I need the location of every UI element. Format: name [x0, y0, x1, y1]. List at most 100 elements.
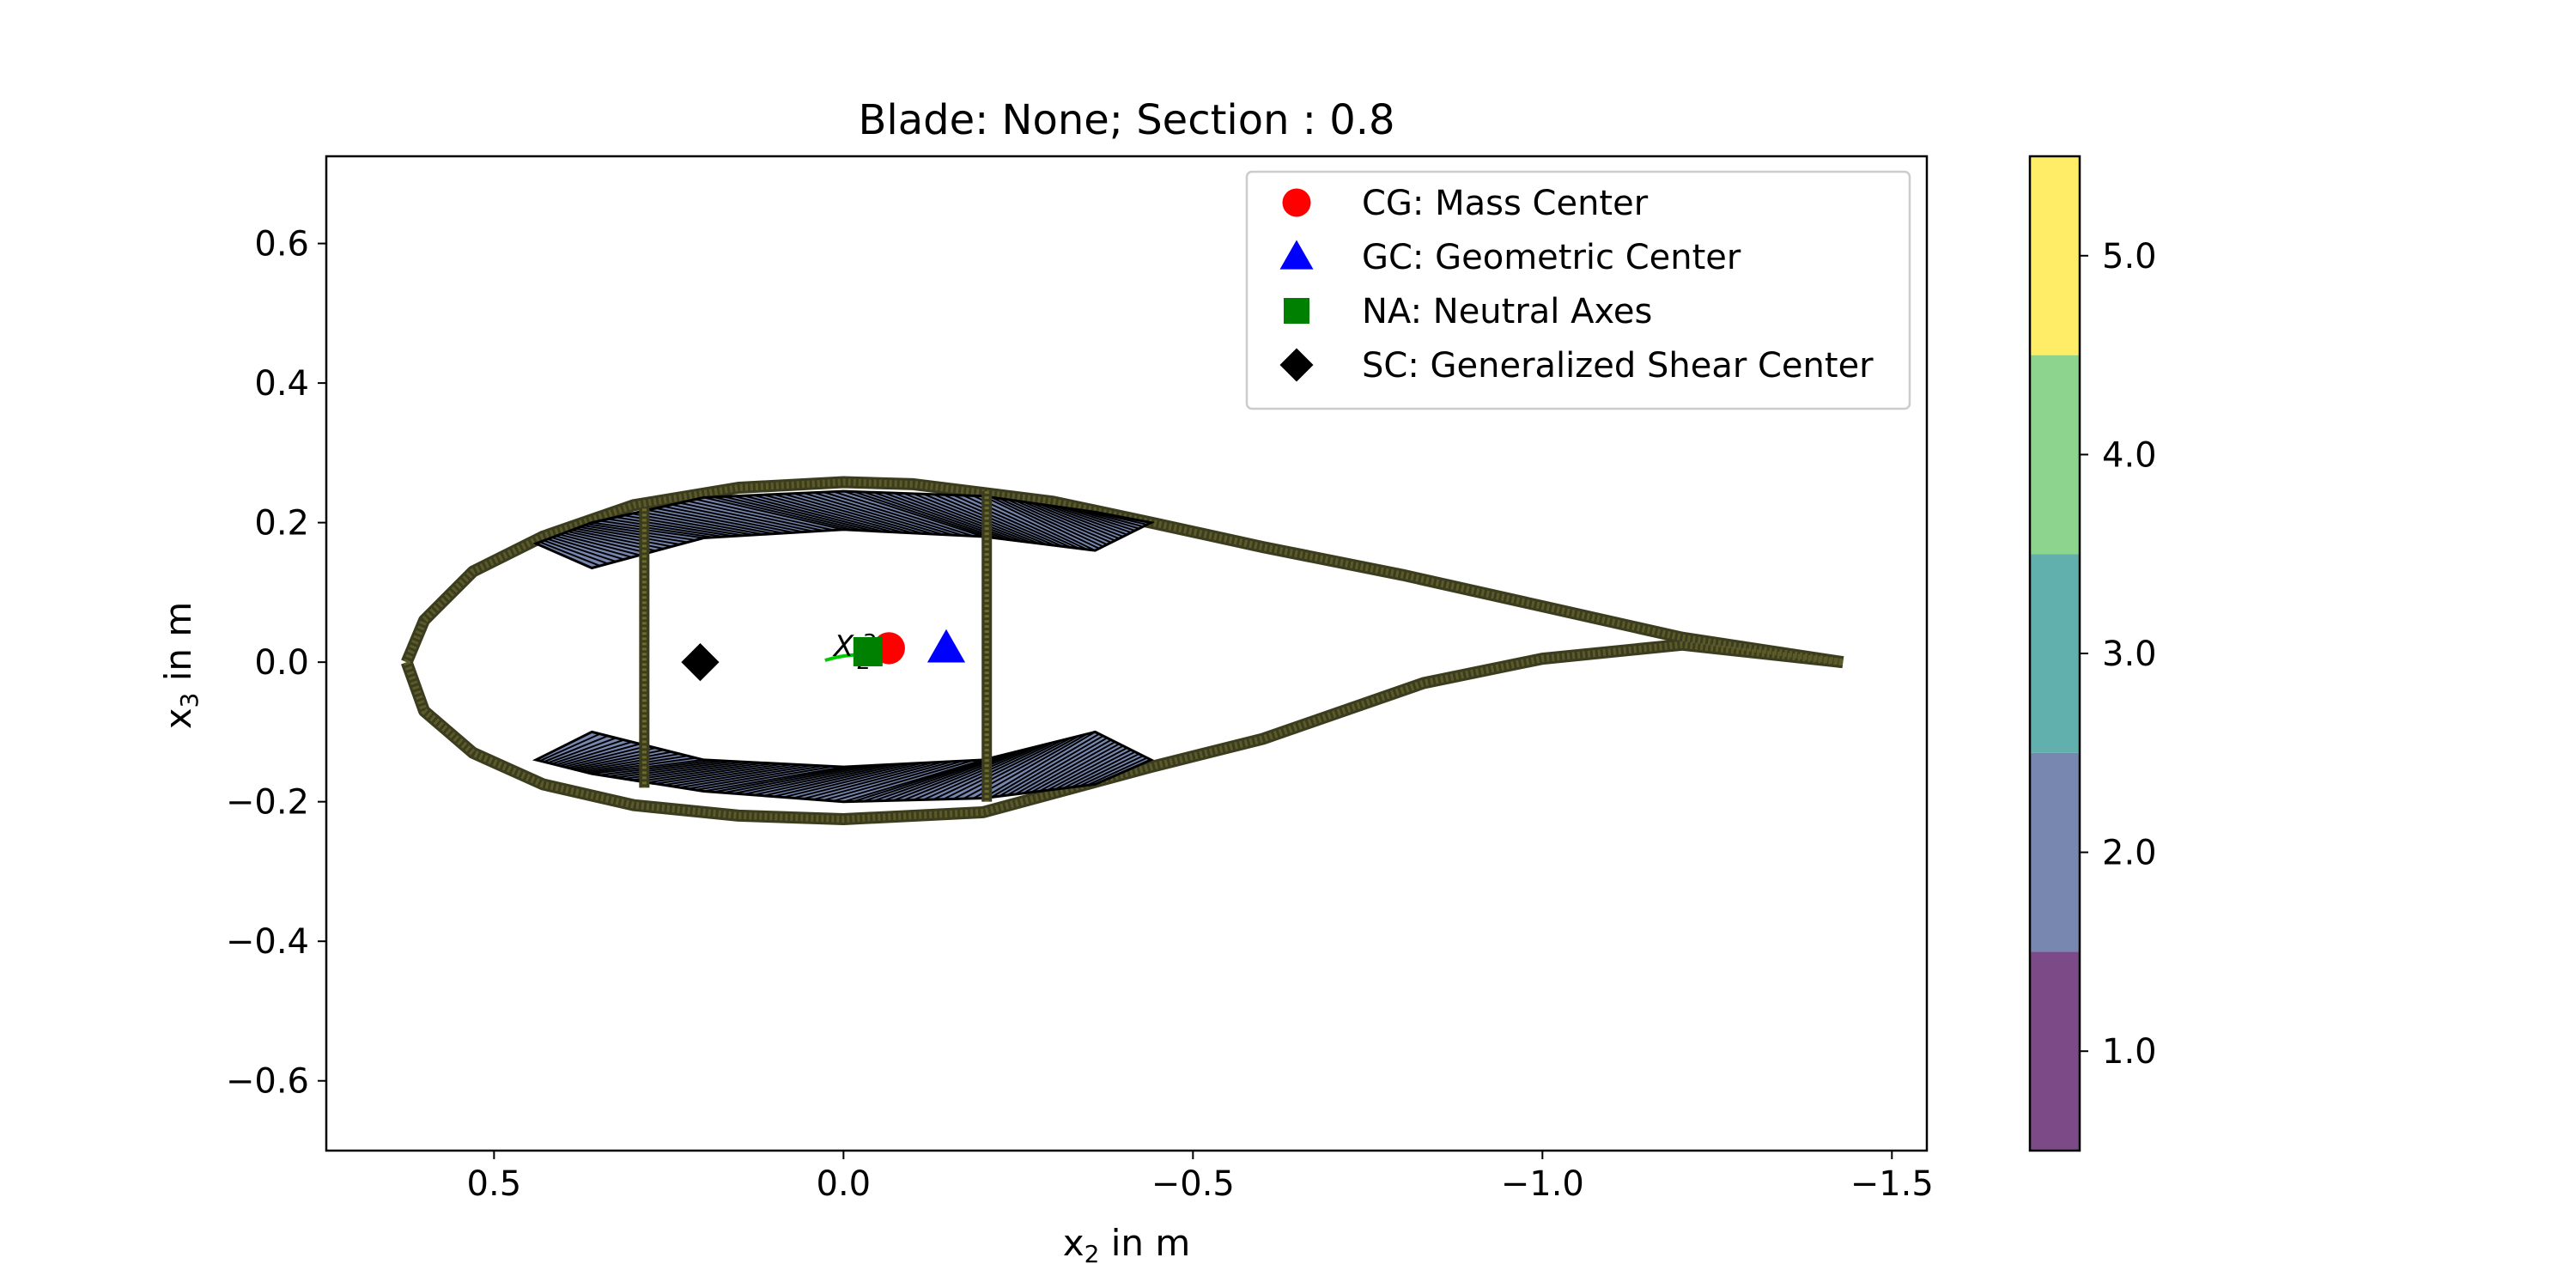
spar-cap-mesh-line — [1078, 755, 1144, 787]
x-axis-label: x2 in m — [1063, 1222, 1191, 1268]
spar-cap-mesh-line — [793, 761, 934, 799]
spar-cap-mesh-line — [1062, 507, 1136, 532]
colorbar-tick-label: 4.0 — [2102, 435, 2157, 475]
spar-cap-mesh-line — [1023, 741, 1116, 794]
spar-cap-mesh-line — [647, 762, 775, 784]
spar-cap-mesh-line — [663, 505, 794, 534]
airfoil-upper-skin — [401, 476, 1844, 669]
spar-cap-mesh-line — [823, 760, 964, 801]
spar-cap-mesh-line — [1006, 737, 1108, 797]
spar-cap-mesh-line — [913, 492, 1040, 544]
spar-cap-mesh-line — [733, 495, 874, 532]
spar-cap-mesh-line — [783, 762, 924, 799]
y-tick-label: 0.0 — [254, 643, 309, 683]
spar-cap-mesh-line — [943, 738, 1064, 800]
x-tick-label: −0.5 — [1151, 1164, 1235, 1204]
spar-cap-mesh-line — [696, 498, 834, 532]
legend-frame — [1245, 170, 1911, 410]
spar-cap-mesh-line — [575, 750, 672, 771]
spar-cap-mesh-line — [952, 494, 1072, 549]
plot-area: X23 0.5 0.0 −0.5 −1.0 −1.5 0.6 0.4 0.2 0.0 −0.2 −0.… — [226, 155, 1934, 1204]
legend-entry-label: CG: Mass Center — [1362, 184, 1649, 223]
spar-cap-mesh-line — [853, 490, 992, 538]
colorbar-segment — [2030, 951, 2080, 1151]
spar-cap-mesh-line — [763, 762, 904, 797]
y-tick-label: 0.6 — [254, 225, 309, 264]
spar-cap-mesh-line — [1071, 753, 1139, 788]
spar-cap-mesh-line — [1014, 500, 1112, 544]
legend-marker-square — [1284, 298, 1309, 324]
spar-cap-mesh-line — [663, 763, 794, 787]
spar-cap-mesh-line — [1047, 747, 1128, 792]
y-tick-label: −0.4 — [226, 922, 309, 962]
spar-cap-mesh-line — [943, 494, 1064, 548]
spar-cap-mesh-line — [733, 764, 874, 795]
spar-cap-mesh-line — [973, 495, 1088, 550]
spar-cap-mesh-line — [1038, 503, 1124, 538]
spar-cap-mesh-line — [1030, 743, 1120, 793]
spar-cap-mesh-line — [1047, 504, 1127, 536]
spar-cap-mesh-line — [539, 541, 600, 567]
sc-shear-center-point — [681, 643, 720, 682]
spar-cap-mesh-line — [551, 738, 624, 765]
spar-cap-mesh-line — [902, 747, 1032, 801]
spar-cap-mesh-line — [723, 764, 864, 794]
spar-cap-mesh-line — [575, 527, 672, 548]
spar-cap-mesh-line — [544, 539, 609, 565]
spar-cap-mesh-line — [1078, 508, 1144, 528]
colorbar-segment — [2030, 156, 2080, 355]
spar-cap-mesh-line — [639, 762, 764, 782]
legend-entry-label: SC: Generalized Shear Center — [1362, 346, 1874, 386]
spar-cap-mesh-line — [803, 761, 944, 800]
spar-cap-mesh-line — [599, 759, 714, 776]
spar-cap-mesh-line — [671, 503, 805, 533]
spar-cap-mesh-line — [1014, 738, 1112, 795]
spar-cap-mesh-line — [551, 537, 624, 561]
spar-cap-mesh-line — [679, 764, 814, 789]
spar-cap-mesh-line — [547, 538, 617, 562]
airfoil-upper-skin-mesh — [403, 478, 1844, 666]
spar-cap-mesh-line — [1086, 756, 1148, 787]
gc-geometric-center-point — [927, 629, 966, 663]
y-axis-label: x3 in m — [157, 602, 204, 730]
spar-cap-mesh-line — [647, 509, 775, 535]
colorbar-segment — [2030, 554, 2080, 753]
colorbar-segment — [2030, 752, 2080, 952]
spar-cap-mesh-line — [982, 495, 1096, 552]
spar-cap-mesh-line — [773, 493, 914, 534]
x-tick-label: 0.0 — [817, 1164, 872, 1204]
x-tick-label: −1.5 — [1850, 1164, 1934, 1204]
spar-cap-mesh-line — [913, 744, 1040, 801]
na-neutral-axes-point — [853, 636, 883, 666]
spar-cap-mesh-line — [982, 731, 1096, 799]
colorbar-tick-label: 2.0 — [2102, 834, 2157, 873]
colorbar-tick-label: 1.0 — [2102, 1032, 2157, 1072]
spar-cap-mesh-line — [703, 766, 844, 793]
spar-cap-mesh-line — [853, 756, 992, 803]
spar-cap-mesh-line — [607, 518, 724, 538]
spar-cap-mesh-line — [1038, 744, 1124, 793]
spar-cap-mesh-line — [883, 491, 1016, 542]
spar-cap-mesh-line — [687, 764, 824, 790]
spar-cap-mesh-line — [753, 763, 894, 796]
spar-cap-mesh-line — [893, 492, 1024, 543]
legend-entry-label: GC: Geometric Center — [1362, 238, 1741, 277]
y-tick-label: −0.6 — [226, 1062, 309, 1102]
spar-cap-mesh-line — [639, 511, 764, 536]
spar-cap-mesh-line — [687, 500, 824, 532]
spar-cap-mesh-line — [713, 495, 854, 532]
spar-cap-mesh-line — [580, 752, 680, 772]
y-tick-label: 0.2 — [254, 504, 309, 544]
spar-cap-mesh-line — [743, 763, 884, 795]
spar-cap-mesh-line — [973, 732, 1088, 799]
spar-cap-mesh-line — [833, 490, 974, 538]
spar-cap-mesh-line — [679, 501, 814, 532]
spar-cap-mesh-line — [539, 732, 601, 762]
spar-cap-mesh-line — [655, 762, 784, 785]
spar-cap-mesh-line — [631, 761, 754, 781]
spar-cap-mesh-line — [813, 491, 954, 537]
spar-cap-mesh-line — [616, 760, 734, 779]
spar-cap-mesh-line — [1023, 501, 1116, 542]
spar-cap-mesh-line — [616, 516, 734, 538]
